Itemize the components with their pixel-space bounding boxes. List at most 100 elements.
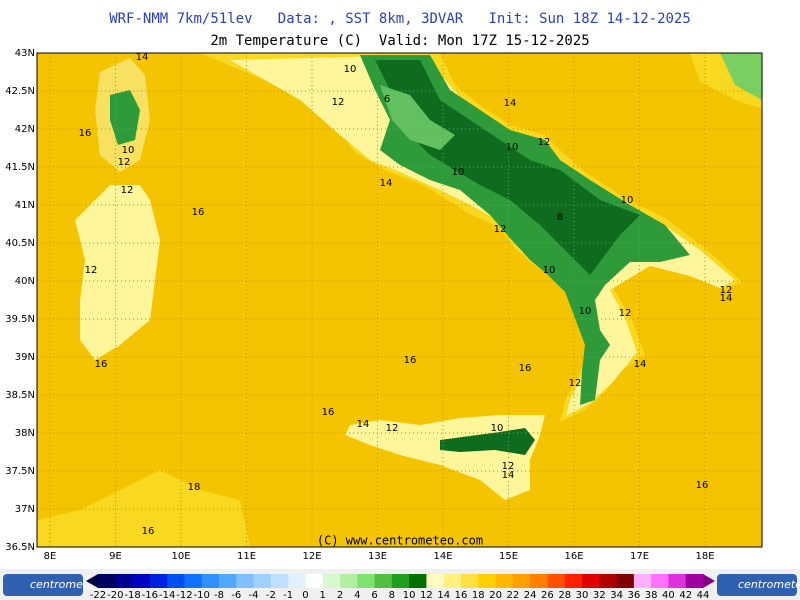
- contour-label: 12: [85, 265, 98, 276]
- colorbar-swatch: [98, 574, 116, 588]
- colorbar-label: 6: [371, 590, 377, 600]
- lat-label: 38.5N: [5, 390, 35, 401]
- lon-label: 10E: [171, 551, 190, 562]
- colorbar-swatch: [426, 574, 445, 588]
- colorbar-label: 26: [541, 590, 554, 600]
- lon-label: 18E: [695, 551, 714, 562]
- contour-label: 10: [452, 167, 465, 178]
- colorbar-label: 34: [610, 590, 623, 600]
- colorbar-label: 42: [679, 590, 692, 600]
- colorbar-swatch: [668, 574, 687, 588]
- lon-label: 13E: [368, 551, 387, 562]
- colorbar-label: -2: [266, 590, 276, 600]
- colorbar-label: -4: [249, 590, 259, 600]
- colorbar-swatch: [633, 574, 652, 588]
- colorbar-label: 16: [455, 590, 468, 600]
- colorbar-swatch: [547, 574, 566, 588]
- contour-label: 16: [192, 207, 205, 218]
- colorbar-swatch: [236, 574, 255, 588]
- colorbar-swatch: [132, 574, 151, 588]
- contour-label: 16: [404, 355, 417, 366]
- colorbar-label: 2: [337, 590, 343, 600]
- colorbar-label: 4: [354, 590, 360, 600]
- contour-label: 6: [384, 94, 390, 105]
- colorbar-swatch: [184, 574, 203, 588]
- colorbar-swatch: [651, 574, 669, 588]
- colorbar-label: -22: [90, 590, 106, 600]
- contour-label: 10: [506, 142, 519, 153]
- contour-label: 12: [720, 285, 733, 296]
- contour-label: 10: [122, 145, 135, 156]
- colorbar-label: 36: [627, 590, 640, 600]
- colorbar-swatch: [599, 574, 618, 588]
- colorbar-label: 8: [389, 590, 395, 600]
- colorbar-swatch: [685, 574, 704, 588]
- colorbar-swatch: [340, 574, 358, 588]
- lon-label: 12E: [302, 551, 321, 562]
- lat-label: 37.5N: [5, 466, 35, 477]
- contour-label: 14: [720, 293, 733, 304]
- colorbar-swatch: [478, 574, 497, 588]
- contour-label: 12: [386, 423, 399, 434]
- contour-label: 10: [543, 265, 556, 276]
- contour-label: 10: [344, 64, 357, 75]
- lat-label: 42.5N: [5, 86, 35, 97]
- contour-label: 16: [322, 407, 335, 418]
- colorbar-swatch: [443, 574, 462, 588]
- colorbar-swatch: [201, 574, 220, 588]
- colorbar-label: -18: [124, 590, 140, 600]
- colorbar-label: 1: [320, 590, 326, 600]
- copyright: (C) www.centrometeo.com: [317, 534, 483, 548]
- logo-box: [717, 574, 797, 596]
- contour-label: 12: [332, 97, 345, 108]
- colorbar-swatch: [305, 574, 324, 588]
- contour-label: 16: [696, 480, 709, 491]
- lat-label: 41N: [15, 200, 35, 211]
- colorbar-swatch: [616, 574, 635, 588]
- colorbar-swatch: [512, 574, 531, 588]
- contour-label: 14: [357, 419, 370, 430]
- colorbar-swatch: [374, 574, 393, 588]
- contour-label: 12: [619, 308, 632, 319]
- colorbar-swatch: [167, 574, 185, 588]
- colorbar-swatch: [288, 574, 306, 588]
- lon-label: 11E: [237, 551, 256, 562]
- colorbar-swatch: [495, 574, 514, 588]
- sicily-green: [440, 428, 535, 455]
- logo: centrometeo: [30, 578, 101, 591]
- colorbar-label: 44: [697, 590, 710, 600]
- lon-label: 8E: [44, 551, 57, 562]
- colorbar-label: -8: [214, 590, 224, 600]
- tunisia: [37, 470, 250, 547]
- contour-label: 10: [491, 423, 504, 434]
- lon-label: 17E: [630, 551, 649, 562]
- light-green-zone: [380, 85, 455, 150]
- colorbar-swatch: [530, 574, 548, 588]
- lat-label: 37N: [15, 504, 35, 515]
- contour-label: 14: [502, 470, 515, 481]
- colorbar-label: 30: [576, 590, 589, 600]
- contour-label: 12: [494, 224, 507, 235]
- colorbar-label: 24: [524, 590, 537, 600]
- colorbar-label: -20: [107, 590, 123, 600]
- lat-label: 41.5N: [5, 162, 35, 173]
- lat-label: 40N: [15, 276, 35, 287]
- colorbar-label: 12: [420, 590, 433, 600]
- colorbar-swatch: [582, 574, 600, 588]
- contour-label: 8: [557, 212, 563, 223]
- colorbar-label: 10: [403, 590, 416, 600]
- lat-label: 43N: [15, 48, 35, 59]
- land-zone: [230, 55, 735, 416]
- lat-label: 39.5N: [5, 314, 35, 325]
- contour-label: 16: [79, 128, 92, 139]
- lat-label: 38N: [15, 428, 35, 439]
- colorbar-swatch: [149, 574, 168, 588]
- lon-label: 9E: [109, 551, 122, 562]
- colorbar-label: 38: [645, 590, 658, 600]
- colorbar-label: -16: [142, 590, 158, 600]
- map-frame: [36, 52, 763, 548]
- colorbar-swatch: [115, 574, 134, 588]
- title: WRF-NMM 7km/51lev Data: , SST 8km, 3DVAR…: [109, 11, 691, 27]
- colorbar-label: 22: [506, 590, 519, 600]
